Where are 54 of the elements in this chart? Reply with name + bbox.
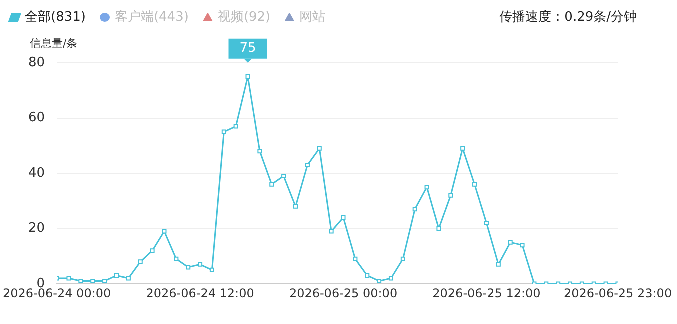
x-tick-label: 2026-06-24 12:00	[146, 286, 254, 300]
point	[424, 185, 430, 190]
point	[484, 220, 489, 226]
point	[126, 276, 131, 281]
point	[412, 207, 418, 212]
legend-label: 网站	[300, 9, 326, 26]
point	[520, 243, 525, 248]
point	[496, 262, 501, 267]
point	[210, 268, 214, 272]
y-tick-label: 80	[28, 55, 46, 70]
y-axis-title: 信息量/条	[30, 36, 78, 51]
y-tick-label: 40	[28, 166, 46, 181]
point	[234, 124, 238, 129]
point	[138, 260, 143, 264]
point	[198, 262, 203, 267]
point	[293, 204, 298, 209]
point	[66, 276, 72, 281]
point	[90, 278, 96, 284]
point	[78, 278, 84, 284]
point	[400, 256, 406, 262]
point	[305, 162, 310, 168]
point	[329, 229, 334, 234]
legend-label: 视频(92)	[218, 9, 271, 26]
point	[246, 74, 250, 80]
point	[448, 193, 454, 198]
x-tick-label: 2026-06-25 23:00	[564, 286, 672, 300]
point	[472, 182, 478, 187]
point	[365, 273, 370, 278]
point	[222, 130, 226, 134]
legend-label: 客户端(443)	[114, 9, 189, 26]
point	[436, 226, 442, 232]
point	[186, 265, 191, 270]
point	[353, 256, 358, 262]
point	[341, 215, 346, 220]
point	[162, 229, 167, 234]
y-tick-label: 20	[28, 221, 46, 236]
annotation: 75	[240, 41, 256, 56]
x-tick-label: 2026-06-25 12:00	[432, 286, 541, 300]
legend-label: 全部(831)	[25, 9, 86, 26]
point	[317, 146, 322, 151]
point	[388, 276, 394, 281]
point	[102, 278, 108, 284]
y-tick-label: 60	[28, 110, 46, 126]
point	[508, 240, 513, 245]
point	[270, 182, 274, 187]
x-tick-label: 2026-06-25 00:00	[289, 286, 398, 300]
text: 传播速度：0.29条/分钟	[500, 9, 637, 26]
point	[114, 273, 120, 278]
point	[258, 149, 262, 154]
point	[282, 174, 286, 179]
point	[460, 146, 466, 151]
point	[174, 256, 179, 262]
point	[150, 248, 155, 254]
point	[377, 278, 382, 284]
